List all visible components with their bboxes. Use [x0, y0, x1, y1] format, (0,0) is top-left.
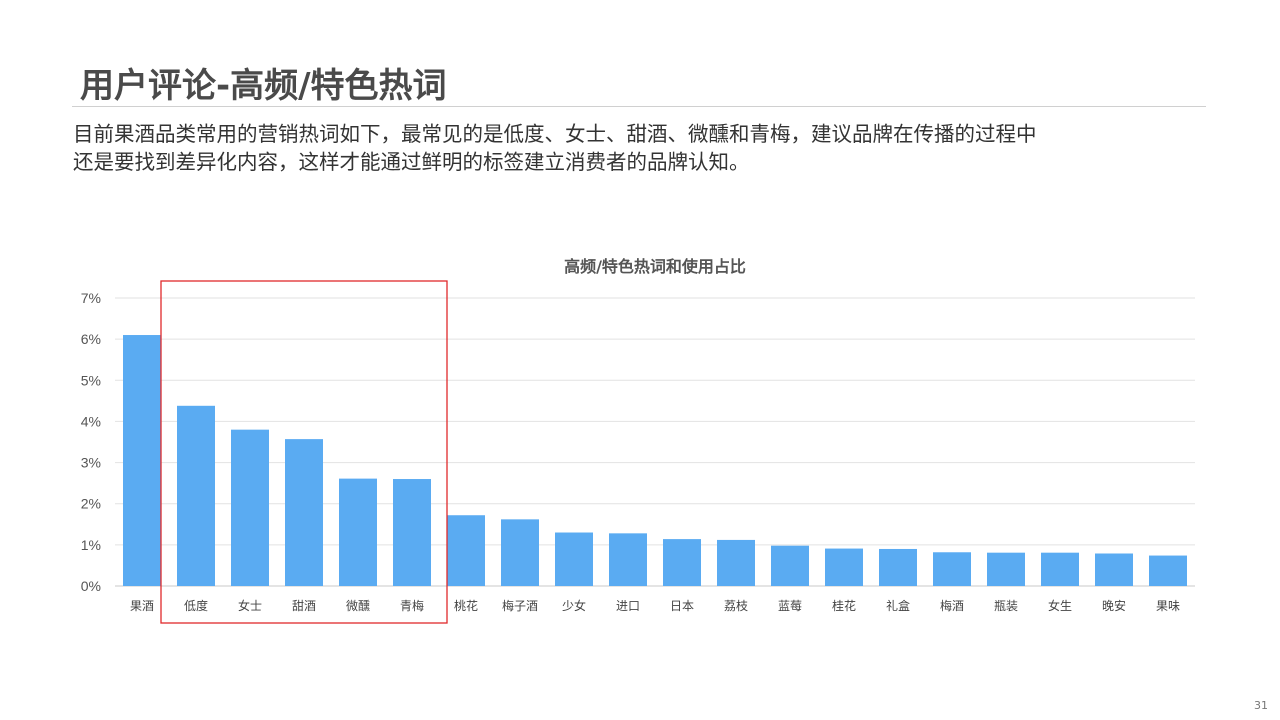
description-line-1: 目前果酒品类常用的营销热词如下，最常见的是低度、女士、甜酒、微醺和青梅，建议品牌…: [73, 122, 1037, 146]
x-tick-label: 礼盒: [886, 598, 910, 613]
y-tick-label: 1%: [81, 537, 101, 553]
bar: [393, 479, 431, 586]
x-tick-label: 梅子酒: [502, 598, 538, 613]
bar: [879, 548, 917, 586]
x-tick-label: 晚安: [1102, 598, 1126, 613]
bar: [501, 519, 539, 586]
x-tick-label: 女生: [1048, 598, 1072, 613]
x-tick-label: 果酒: [130, 599, 154, 613]
bar: [123, 335, 161, 586]
y-tick-label: 6%: [81, 331, 101, 347]
x-tick-label: 瓶装: [994, 599, 1018, 613]
title-divider: [72, 106, 1206, 107]
x-tick-label: 梅酒: [940, 598, 964, 613]
x-tick-label: 进口: [616, 599, 640, 613]
description: 目前果酒品类常用的营销热词如下，最常见的是低度、女士、甜酒、微醺和青梅，建议品牌…: [73, 120, 1213, 176]
x-tick-label: 青梅: [400, 598, 424, 613]
x-tick-label: 日本: [670, 599, 694, 613]
page-title: 用户评论-高频/特色热词: [80, 66, 447, 106]
description-line-2: 还是要找到差异化内容，这样才能通过鲜明的标签建立消费者的品牌认知。: [73, 150, 750, 174]
chart-title: 高频/特色热词和使用占比: [564, 257, 746, 276]
page-number: 31: [1254, 699, 1268, 712]
x-tick-label: 女士: [238, 598, 262, 613]
highlight-box: [160, 280, 448, 624]
y-tick-label: 5%: [81, 372, 101, 388]
bar: [285, 439, 323, 586]
bar: [555, 532, 593, 586]
x-tick-label: 荔枝: [724, 598, 748, 613]
x-tick-label: 少女: [562, 598, 586, 613]
bar: [825, 548, 863, 586]
x-tick-label: 桂花: [832, 598, 856, 613]
bar: [717, 539, 755, 586]
x-tick-label: 低度: [184, 598, 208, 613]
bar: [1095, 553, 1133, 586]
bar: [1149, 555, 1187, 586]
bar: [231, 429, 269, 586]
y-tick-label: 3%: [81, 455, 101, 471]
bar: [339, 478, 377, 586]
x-tick-label: 果味: [1156, 599, 1180, 613]
bar: [609, 533, 647, 586]
x-tick-label: 甜酒: [292, 599, 316, 613]
bar: [177, 405, 215, 586]
y-tick-label: 2%: [81, 496, 101, 512]
y-tick-label: 0%: [81, 578, 101, 594]
bar: [987, 552, 1025, 586]
x-tick-label: 蓝莓: [778, 599, 802, 613]
x-tick-label: 微醺: [346, 598, 370, 613]
bar: [447, 515, 485, 586]
bar: [663, 539, 701, 586]
y-tick-label: 4%: [81, 413, 101, 429]
y-tick-label: 7%: [81, 290, 101, 306]
bar: [933, 552, 971, 586]
bar: [771, 545, 809, 586]
bar: [1041, 552, 1079, 586]
x-tick-label: 桃花: [454, 598, 478, 613]
